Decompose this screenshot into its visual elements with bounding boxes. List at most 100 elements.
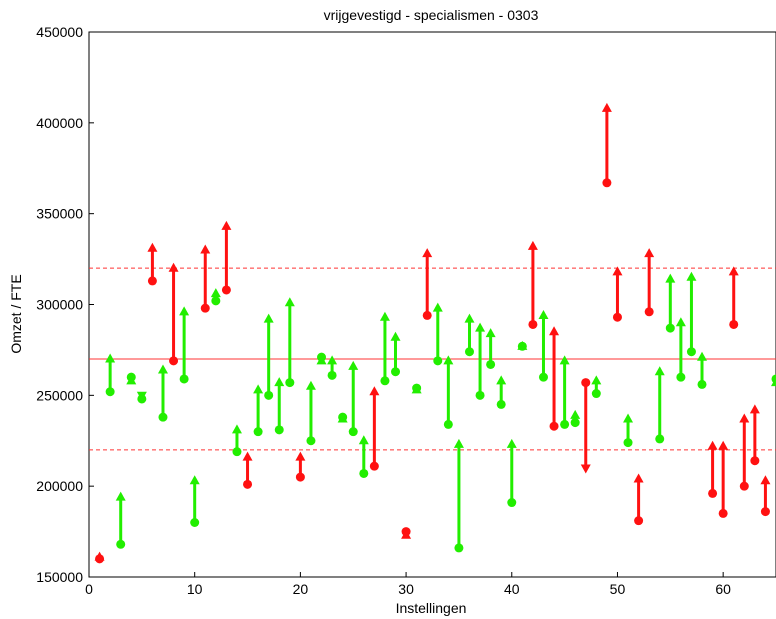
data-arrow (411, 383, 422, 394)
data-point (369, 461, 379, 471)
data-arrow (379, 311, 390, 386)
data-arrow (644, 248, 655, 317)
data-arrow (623, 413, 634, 448)
arrow-head (760, 475, 771, 485)
arrow-head (506, 438, 517, 448)
data-arrow (390, 331, 401, 377)
arrow-head (337, 413, 348, 423)
data-arrow (147, 242, 158, 286)
data-point (190, 518, 200, 527)
arrow-head (570, 409, 581, 419)
x-tick-label: 40 (504, 581, 520, 597)
data-point (623, 438, 633, 448)
data-point (264, 390, 274, 400)
arrow-head (771, 377, 776, 387)
data-point (221, 285, 231, 295)
arrow-head (686, 271, 697, 281)
data-point (644, 307, 654, 317)
x-axis-label: Instellingen (396, 600, 467, 616)
data-point (739, 481, 749, 491)
data-point (612, 312, 622, 322)
data-point (676, 372, 686, 382)
arrow-head (749, 404, 760, 414)
data-point (274, 425, 284, 435)
data-arrow (168, 262, 179, 366)
x-tick-label: 10 (187, 581, 203, 597)
data-arrow (337, 412, 348, 423)
arrow-head (126, 375, 137, 385)
arrow-head (739, 413, 750, 423)
arrow-head (115, 491, 126, 501)
arrow-head (549, 326, 560, 336)
data-arrow (221, 220, 232, 295)
data-point (348, 427, 358, 437)
data-arrow (327, 355, 338, 380)
data-point (507, 498, 517, 508)
y-tick-label: 250000 (36, 387, 83, 403)
data-point (560, 419, 570, 429)
arrow-head (601, 102, 612, 112)
plot-frame (88, 31, 776, 578)
data-point (708, 488, 718, 498)
data-arrow (654, 366, 665, 444)
data-arrow (453, 438, 464, 553)
arrow-head (253, 384, 264, 394)
data-point (200, 303, 210, 313)
arrow-head (221, 220, 232, 230)
data-point (295, 472, 305, 482)
data-arrow (94, 551, 105, 564)
arrow-head (422, 248, 433, 258)
data-point (729, 319, 739, 329)
data-arrow (570, 409, 581, 428)
arrow-head (443, 355, 454, 365)
data-point (116, 539, 126, 549)
data-point (528, 319, 538, 329)
data-arrow (633, 473, 644, 526)
arrow-head (411, 384, 422, 394)
y-axis-label: Omzet / FTE (8, 274, 24, 353)
plot-area: 0 10 20 30 40 50 60 150000 200000 250000 300000 350… (36, 24, 776, 597)
arrow-head (284, 297, 295, 307)
arrow-head (633, 473, 644, 483)
data-arrow (697, 351, 708, 389)
x-tick-label: 30 (398, 581, 414, 597)
data-arrow (231, 424, 242, 457)
arrow-head (675, 317, 686, 327)
data-arrow (464, 313, 475, 357)
data-arrow (675, 317, 686, 382)
arrow-head (295, 451, 306, 461)
arrow-head (559, 355, 570, 365)
data-point (538, 372, 548, 382)
y-tick-label: 400000 (36, 115, 83, 131)
data-arrow (253, 384, 264, 437)
data-point (454, 543, 464, 553)
data-point (327, 370, 337, 380)
arrow-head (200, 244, 211, 254)
data-arrow (316, 352, 327, 365)
data-point (179, 374, 189, 384)
data-point (253, 427, 263, 437)
data-point (391, 367, 401, 377)
arrow-head (707, 440, 718, 450)
y-tick-label: 150000 (36, 569, 83, 585)
data-point (158, 412, 168, 422)
data-point (697, 379, 707, 389)
data-point (496, 399, 506, 409)
data-point (581, 378, 591, 388)
data-point (306, 436, 316, 446)
arrow-head (718, 440, 729, 450)
arrow-head (348, 360, 359, 370)
data-arrow (348, 360, 359, 437)
data-arrow (305, 380, 316, 446)
data-point (169, 356, 179, 366)
data-arrow (295, 451, 306, 482)
arrow-head (316, 355, 327, 365)
data-point (211, 296, 221, 306)
data-arrow (496, 375, 507, 409)
data-arrow (432, 302, 443, 366)
data-point (549, 421, 559, 431)
arrow-head (453, 438, 464, 448)
data-arrow (369, 386, 380, 471)
data-point (655, 434, 665, 444)
